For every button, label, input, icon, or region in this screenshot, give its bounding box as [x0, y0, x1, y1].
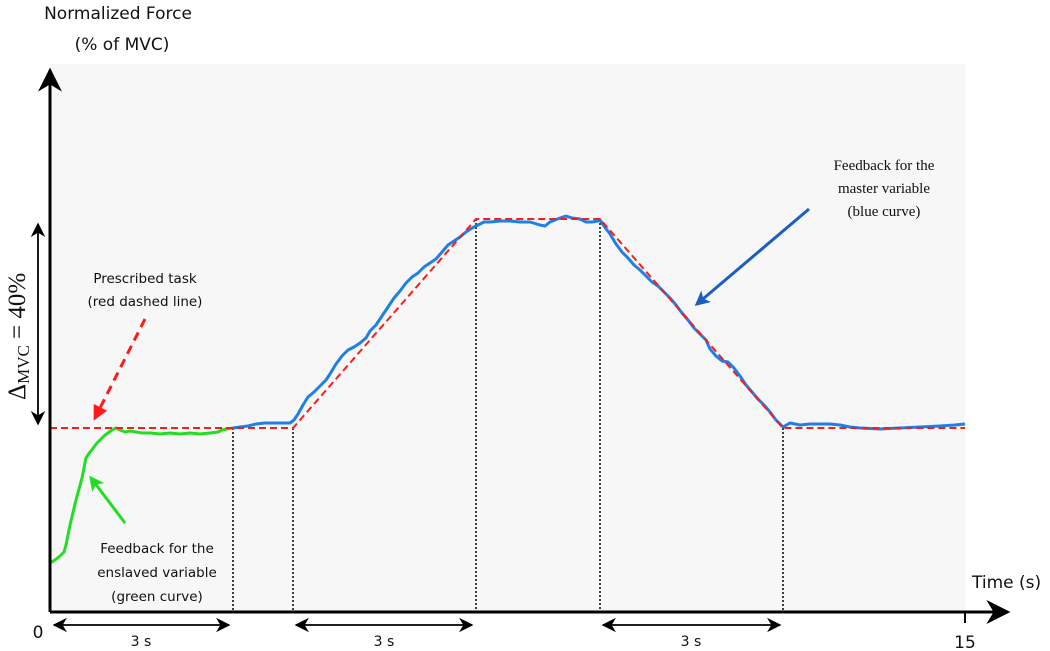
y-axis-label-line1: Normalized Force — [44, 4, 192, 24]
x-tick-label-0: 0 — [33, 623, 44, 643]
red-note-line1: Prescribed task — [93, 271, 197, 287]
y-axis-label-line2: (% of MVC) — [75, 35, 170, 55]
green-note-line1: Feedback for the — [100, 541, 214, 557]
green-note-line2: enslaved variable — [97, 565, 217, 581]
plot-area — [50, 64, 965, 612]
blue-note-arrow — [694, 207, 810, 306]
interval-label-3: 3 s — [681, 634, 702, 650]
red-dashed-prescribed-task — [50, 218, 965, 429]
red-note-arrow — [93, 318, 147, 421]
interval-label-2: 3 s — [374, 634, 395, 650]
delta-mvc-label: ΔMVC = 40% — [4, 273, 33, 400]
interval-label-1: 3 s — [131, 634, 152, 650]
blue-note-line3: (blue curve) — [848, 204, 921, 220]
x-tick-label-15: 15 — [954, 633, 976, 651]
green-note-line3: (green curve) — [111, 589, 203, 605]
blue-note-line2: master variable — [838, 181, 930, 197]
green-note-arrow — [89, 475, 127, 524]
phase-boundaries — [232, 219, 784, 612]
blue-note-line1: Feedback for the — [834, 158, 935, 174]
red-note-line2: (red dashed line) — [88, 294, 203, 310]
x-axis-label: Time (s) — [971, 573, 1041, 593]
